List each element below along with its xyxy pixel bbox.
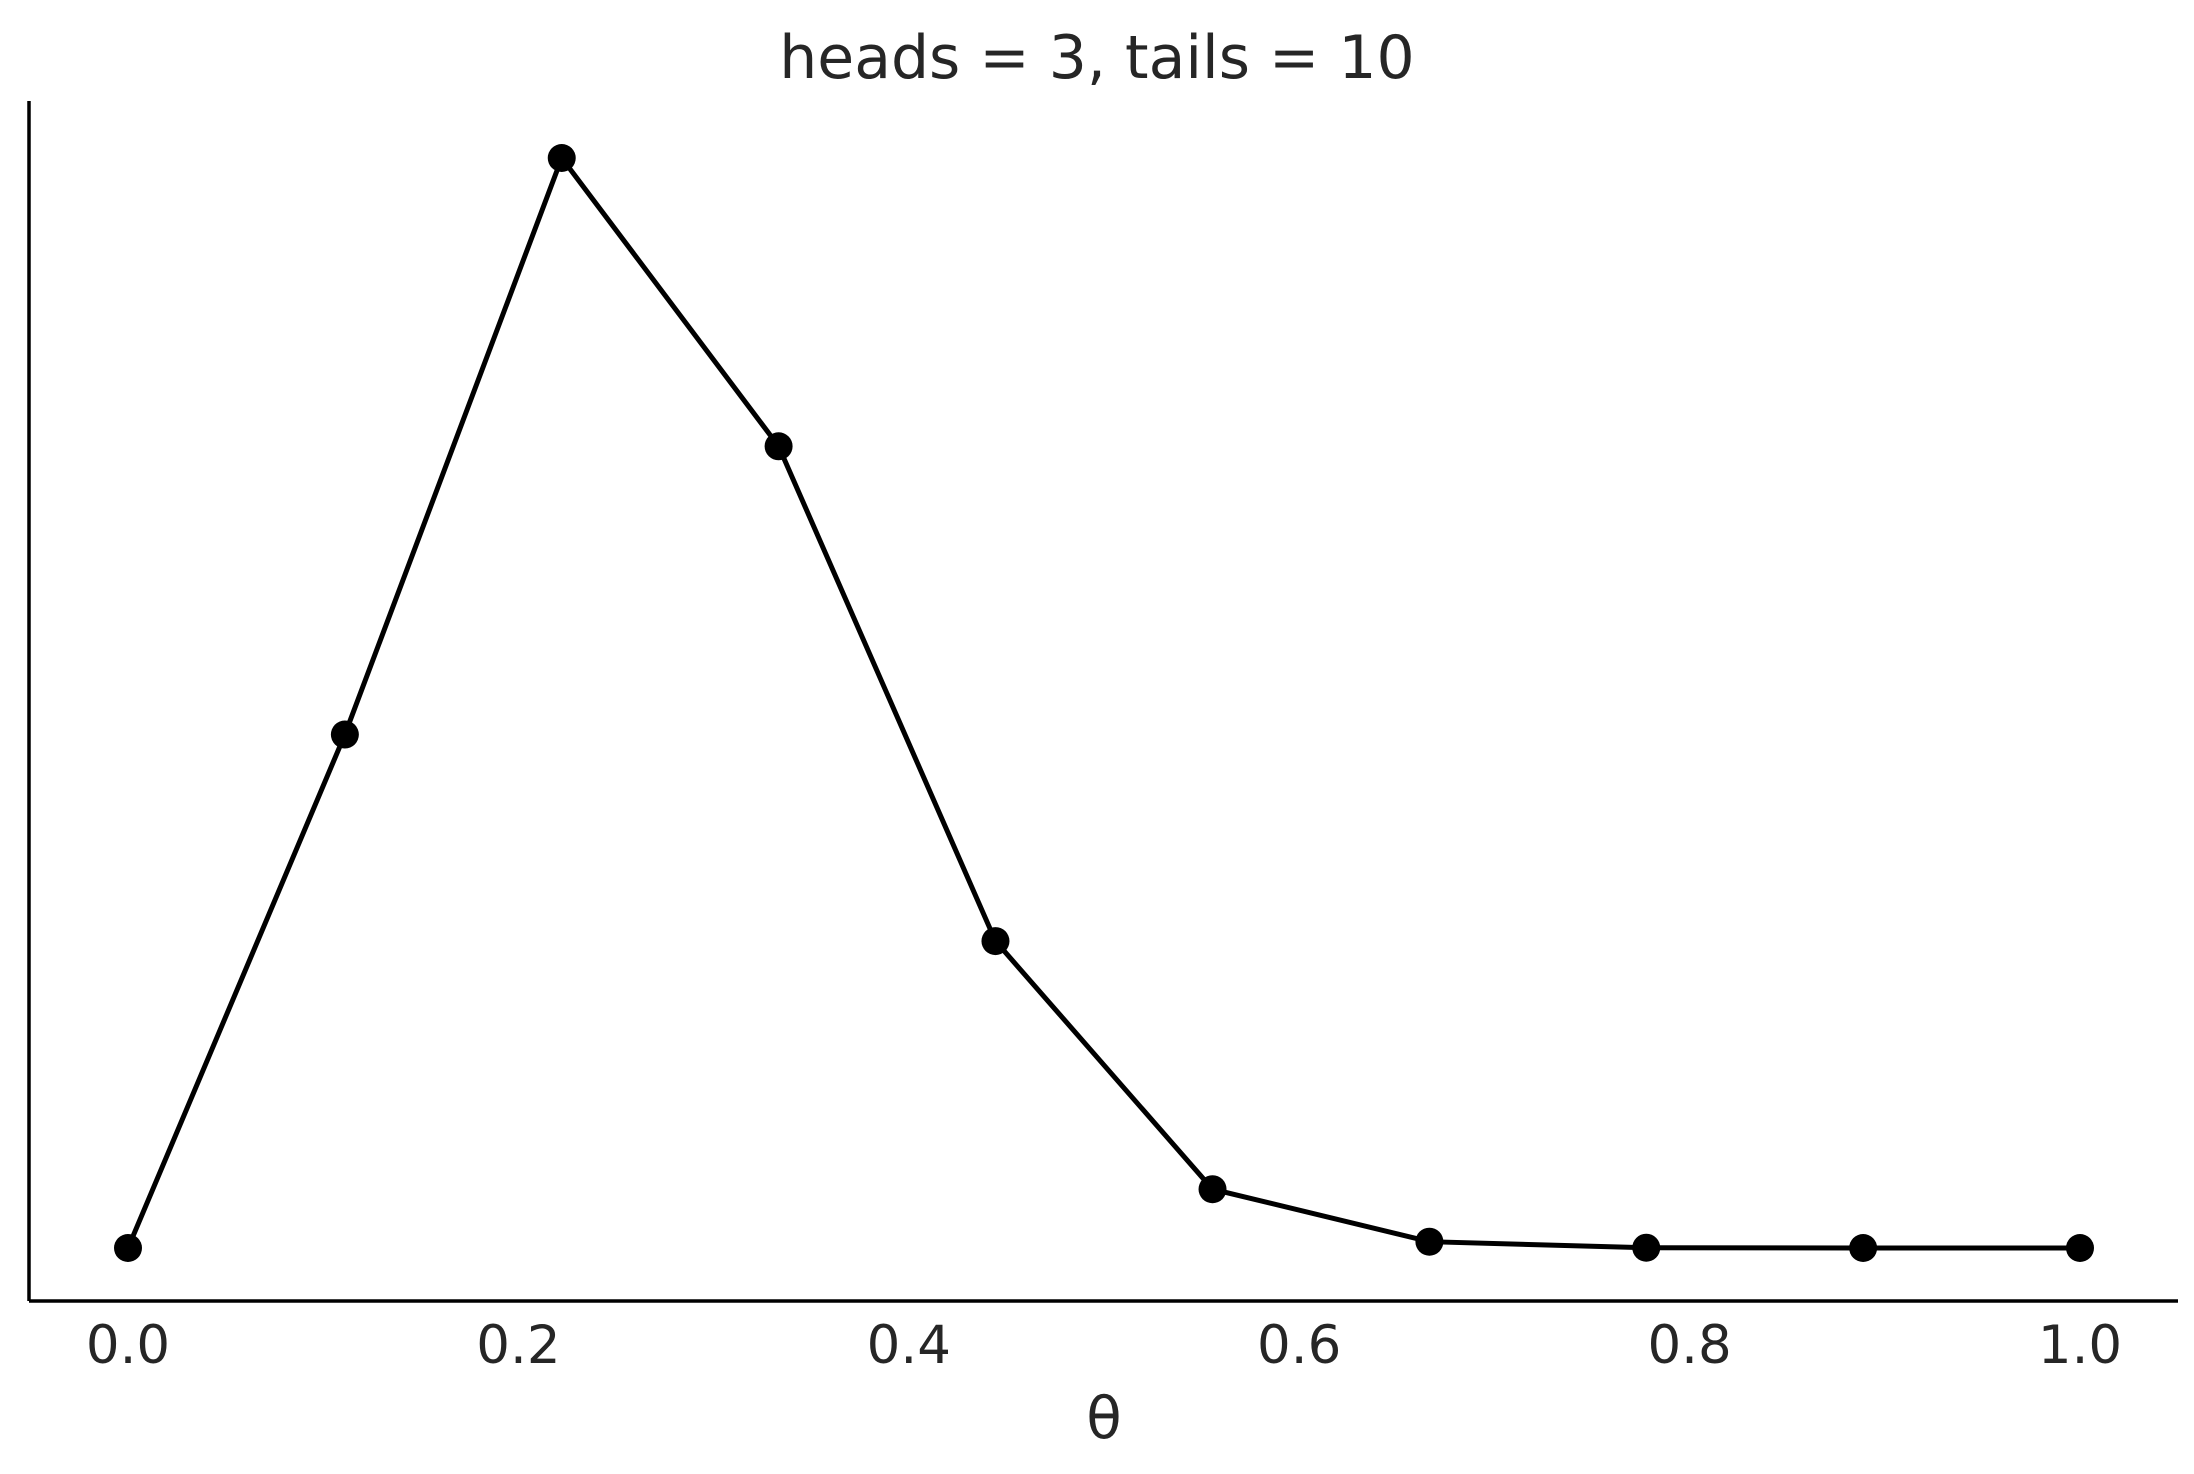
x-ticks: 0.0 0.2 0.4 0.6 0.8 1.0 [86,1315,2122,1376]
data-point [1849,1234,1878,1262]
x-tick-label: 0.0 [86,1315,170,1376]
data-point [981,927,1010,956]
data-point [1632,1233,1661,1262]
x-axis-label: θ [1086,1384,1122,1452]
data-point [2066,1234,2094,1262]
x-tick-label: 1.0 [2038,1315,2122,1376]
x-tick-label: 0.8 [1647,1315,1731,1376]
chart-title: heads = 3, tails = 10 [779,23,1414,93]
x-tick-label: 0.6 [1257,1315,1341,1376]
series-line [125,152,2080,1251]
data-point [114,1234,142,1262]
data-point [1415,1227,1444,1256]
x-tick-label: 0.2 [476,1315,560,1376]
x-tick-label: 0.4 [867,1315,951,1376]
plot-area [114,144,2094,1262]
data-point [764,432,793,461]
data-point [1198,1175,1227,1204]
data-point [547,144,576,172]
data-point [330,720,359,749]
